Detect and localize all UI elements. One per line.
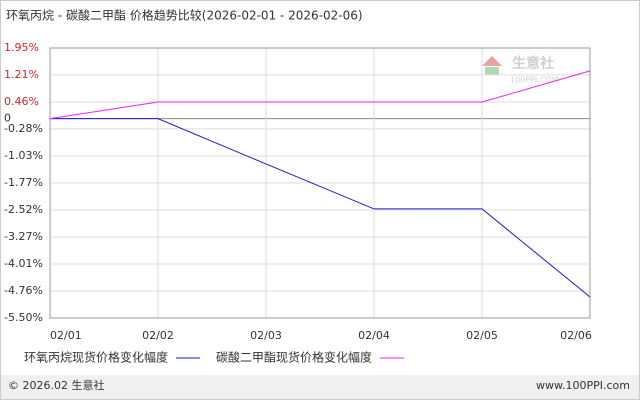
y-tick-label: -1.77% xyxy=(4,176,43,189)
plot-border xyxy=(49,47,591,319)
legend-label: 环氧丙烷现货价格变化幅度 xyxy=(24,350,168,365)
x-tick-label: 02/05 xyxy=(466,329,498,342)
y-tick-label: -3.27% xyxy=(4,230,43,243)
y-tick-label: 0.46% xyxy=(4,95,39,108)
watermark-logo xyxy=(482,56,502,66)
y-tick-label: -5.50% xyxy=(4,311,43,324)
x-tick-label: 02/06 xyxy=(560,329,592,342)
x-tick-label: 02/03 xyxy=(250,329,282,342)
footer-bg xyxy=(1,375,639,399)
x-tick-label: 02/01 xyxy=(50,329,82,342)
watermark-name: 生意社 xyxy=(512,55,554,72)
y-tick-label: -4.76% xyxy=(4,284,43,297)
y-tick-label: -1.03% xyxy=(4,149,43,162)
chart-title: 环氧丙烷 - 碳酸二甲酯 价格趋势比较(2026-02-01 - 2026-02… xyxy=(6,8,363,23)
y-tick-label: 1.21% xyxy=(4,68,39,81)
y-tick-label: -4.01% xyxy=(4,257,43,270)
series-line xyxy=(50,118,591,298)
footer-right: www.100PPI.com xyxy=(536,379,630,392)
watermark-logo xyxy=(485,67,499,75)
y-tick-label: -0.28% xyxy=(4,122,43,135)
y-tick-label: 1.95% xyxy=(4,41,39,54)
watermark: 生意社 100PPI.COM xyxy=(482,55,559,85)
series-line xyxy=(49,70,591,120)
x-tick-label: 02/04 xyxy=(358,329,390,342)
watermark-site: 100PPI.COM xyxy=(510,76,559,85)
footer-left: © 2026.02 生意社 xyxy=(8,378,104,392)
x-tick-label: 02/02 xyxy=(142,329,174,342)
legend-label: 碳酸二甲酯现货价格变化幅度 xyxy=(216,350,372,365)
y-tick-label: -2.52% xyxy=(4,203,43,216)
y-tick-label: 0 xyxy=(4,112,11,125)
